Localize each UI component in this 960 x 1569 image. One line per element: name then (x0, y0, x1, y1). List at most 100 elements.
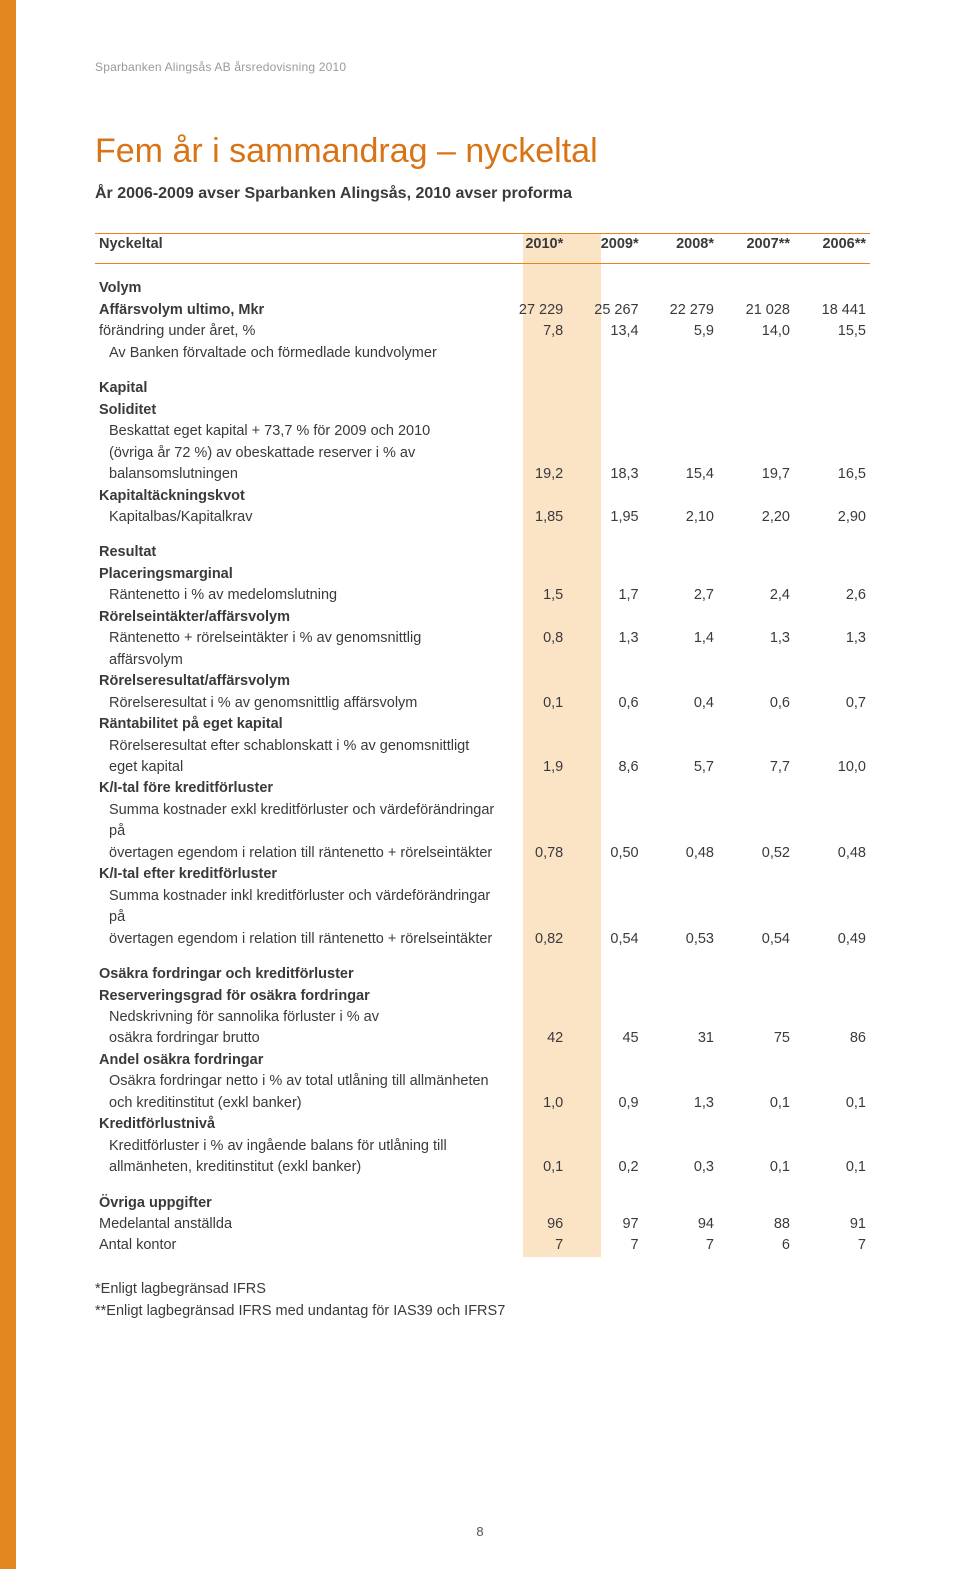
table-row: Summa kostnader exkl kreditförluster och… (95, 800, 870, 843)
row-value: 0,2 (575, 1157, 642, 1178)
row-value (726, 421, 794, 442)
row-value (726, 400, 794, 421)
row-value: 0,1 (726, 1093, 794, 1114)
row-value (802, 400, 870, 421)
row-value (500, 421, 567, 442)
row-value: 6 (726, 1235, 794, 1256)
row-value: 2,4 (726, 585, 794, 606)
row-value (726, 1071, 794, 1092)
row-value: 7 (575, 1235, 642, 1256)
row-value: 1,3 (651, 1093, 718, 1114)
table-row: Beskattat eget kapital + 73,7 % för 2009… (95, 421, 870, 442)
row-value (726, 736, 794, 757)
header-label: Nyckeltal (95, 234, 500, 264)
row-value (500, 1179, 567, 1214)
row-value (575, 950, 642, 985)
row-value: 27 229 (500, 300, 567, 321)
header-col-3: 2007** (726, 234, 794, 264)
table-row: eget kapital1,98,65,77,710,0 (95, 757, 870, 778)
row-value (651, 1136, 718, 1157)
row-value: 0,48 (651, 843, 718, 864)
table-row: Kreditförlustnivå (95, 1114, 870, 1135)
table-row: förändring under året, %7,813,45,914,015… (95, 321, 870, 342)
row-value (575, 886, 642, 929)
row-value (726, 528, 794, 563)
row-label: Nedskrivning för sannolika förluster i %… (95, 1007, 500, 1028)
page-number: 8 (0, 1524, 960, 1539)
table-row: Osäkra fordringar och kreditförluster (95, 950, 870, 985)
row-label: Summa kostnader exkl kreditförluster och… (95, 800, 500, 843)
row-label: Kapital (95, 364, 500, 399)
row-value: 0,52 (726, 843, 794, 864)
table-row: Placeringsmarginal (95, 564, 870, 585)
table-row: övertagen egendom i relation till ränten… (95, 929, 870, 950)
row-label: övertagen egendom i relation till ränten… (95, 929, 500, 950)
row-value: 18 441 (802, 300, 870, 321)
row-value (726, 1136, 794, 1157)
row-value (802, 800, 870, 843)
row-value: 0,1 (802, 1157, 870, 1178)
row-label: (övriga år 72 %) av obeskattade reserver… (95, 443, 500, 464)
row-value (575, 1114, 642, 1135)
row-value: 0,1 (500, 693, 567, 714)
row-value: 94 (651, 1214, 718, 1235)
row-value (726, 1114, 794, 1135)
row-value (802, 950, 870, 985)
row-value: 45 (575, 1028, 642, 1049)
row-value: 0,4 (651, 693, 718, 714)
row-value: 2,6 (802, 585, 870, 606)
row-value (726, 364, 794, 399)
row-value: 0,54 (726, 929, 794, 950)
row-value (802, 1050, 870, 1071)
row-value: 0,6 (575, 693, 642, 714)
row-value: 15,4 (651, 464, 718, 485)
row-value (802, 607, 870, 628)
row-value (500, 486, 567, 507)
table-row: K/I-tal före kreditförluster (95, 778, 870, 799)
row-value (651, 607, 718, 628)
row-value (726, 1179, 794, 1214)
row-value: 96 (500, 1214, 567, 1235)
row-value (500, 264, 567, 300)
row-value (575, 1071, 642, 1092)
row-value (575, 736, 642, 757)
row-value (651, 264, 718, 300)
row-value (802, 1071, 870, 1092)
row-label: Kreditförlustnivå (95, 1114, 500, 1135)
row-label: Kapitaltäckningskvot (95, 486, 500, 507)
row-value (575, 607, 642, 628)
table-row: övertagen egendom i relation till ränten… (95, 843, 870, 864)
row-value (575, 800, 642, 843)
row-value: 1,3 (802, 628, 870, 671)
table-row: Antal kontor77767 (95, 1235, 870, 1256)
row-label: Placeringsmarginal (95, 564, 500, 585)
row-value (651, 950, 718, 985)
row-value (500, 671, 567, 692)
row-value: 14,0 (726, 321, 794, 342)
row-label: Summa kostnader inkl kreditförluster och… (95, 886, 500, 929)
row-label: Räntenetto + rörelseintäkter i % av geno… (95, 628, 500, 671)
row-value (726, 1007, 794, 1028)
row-value (802, 343, 870, 364)
row-value (500, 950, 567, 985)
table-row: Kreditförluster i % av ingående balans f… (95, 1136, 870, 1157)
row-value (575, 864, 642, 885)
row-value (802, 986, 870, 1007)
row-value (575, 421, 642, 442)
row-label: Rörelseresultat efter schablonskatt i % … (95, 736, 500, 757)
row-label: Räntabilitet på eget kapital (95, 714, 500, 735)
row-value (651, 443, 718, 464)
row-label: eget kapital (95, 757, 500, 778)
table-row: Andel osäkra fordringar (95, 1050, 870, 1071)
row-label: Andel osäkra fordringar (95, 1050, 500, 1071)
row-value: 0,48 (802, 843, 870, 864)
row-value: 0,7 (802, 693, 870, 714)
row-value (651, 736, 718, 757)
table-row: Resultat (95, 528, 870, 563)
row-value (575, 986, 642, 1007)
row-value: 10,0 (802, 757, 870, 778)
table-row: Nedskrivning för sannolika förluster i %… (95, 1007, 870, 1028)
page-title: Fem år i sammandrag – nyckeltal (95, 132, 870, 171)
row-value: 22 279 (651, 300, 718, 321)
row-label: övertagen egendom i relation till ränten… (95, 843, 500, 864)
